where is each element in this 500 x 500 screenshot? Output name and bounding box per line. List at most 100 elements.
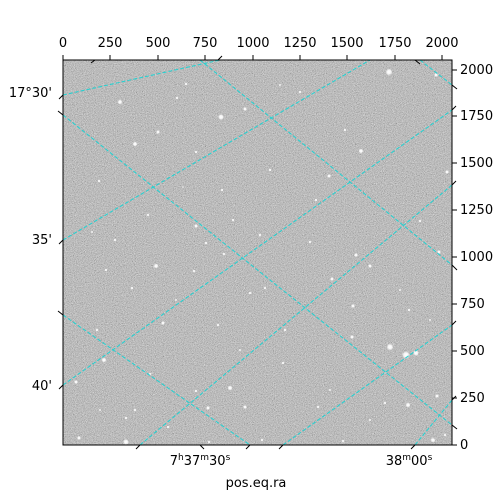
star	[327, 174, 331, 178]
grid-line	[63, 109, 452, 386]
left-dec-axis: 17°30' 35' 40'	[9, 86, 52, 394]
star	[243, 405, 247, 409]
top-tick-label: 1250	[283, 36, 316, 51]
star	[330, 277, 334, 281]
grid-line	[414, 399, 452, 445]
tick-mark	[451, 180, 457, 186]
right-tick-label: 1000	[460, 250, 493, 265]
star	[207, 440, 211, 444]
star	[227, 385, 233, 391]
star	[231, 218, 235, 222]
star	[166, 425, 170, 429]
plot-frame	[62, 59, 453, 446]
star	[316, 405, 320, 409]
star	[368, 418, 372, 422]
right-tick-label: 750	[460, 297, 485, 312]
tick-mark	[451, 395, 457, 401]
dec-tick-label: 40'	[32, 379, 52, 394]
tick-marks	[57, 55, 458, 450]
star	[343, 128, 347, 132]
tick-mark	[135, 444, 141, 450]
star	[222, 252, 226, 256]
tick-mark	[414, 59, 421, 65]
star	[260, 438, 264, 442]
star	[418, 219, 422, 223]
star	[117, 99, 123, 105]
star	[123, 439, 129, 445]
star	[350, 335, 354, 339]
tick-mark	[199, 444, 205, 450]
right-tick-label: 500	[460, 344, 485, 359]
star	[407, 308, 411, 312]
star	[281, 361, 285, 365]
star	[97, 179, 101, 183]
grid-line	[282, 324, 452, 445]
tick-mark	[57, 110, 64, 116]
star	[354, 253, 358, 257]
grid-line	[139, 184, 452, 445]
grid-line	[63, 60, 221, 96]
star	[130, 286, 134, 290]
tick-mark	[451, 320, 457, 326]
grid-line	[63, 114, 452, 426]
dec-tick-label: 17°30'	[9, 86, 52, 101]
star	[383, 401, 387, 405]
star	[314, 198, 318, 202]
star	[132, 141, 138, 147]
ra-tick-label: 7h37m30s	[170, 453, 231, 469]
right-tick-label: 2000	[460, 63, 493, 78]
star	[328, 388, 332, 392]
star	[218, 114, 224, 120]
star	[243, 107, 247, 111]
top-tick-label: 250	[98, 36, 123, 51]
x-axis-title: pos.eq.ra	[226, 476, 287, 491]
star	[386, 343, 394, 351]
top-tick-label: 750	[193, 36, 218, 51]
coordinate-grid	[63, 60, 452, 445]
star	[194, 389, 198, 393]
star	[263, 286, 267, 290]
star	[268, 168, 272, 172]
star	[182, 186, 184, 188]
star	[95, 328, 99, 332]
grid-line	[419, 60, 452, 86]
tick-mark	[451, 424, 458, 430]
tick-mark	[217, 55, 223, 61]
star	[156, 130, 160, 134]
tick-mark	[451, 105, 457, 111]
star	[413, 350, 419, 356]
star	[153, 263, 159, 269]
star	[434, 73, 438, 77]
star	[430, 437, 436, 443]
right-pixel-axis: 0 250 500 750 1000 1250 1500 1750 2000	[460, 63, 493, 453]
star	[428, 318, 432, 322]
tick-mark	[451, 84, 458, 90]
right-tick-label: 1500	[460, 156, 493, 171]
stars-layer	[74, 68, 449, 445]
star	[402, 351, 410, 359]
right-tick-label: 1750	[460, 109, 493, 124]
star	[258, 233, 262, 237]
star	[445, 170, 449, 174]
star	[192, 269, 196, 273]
star	[435, 394, 439, 398]
tick-mark	[451, 264, 458, 271]
star	[358, 148, 364, 154]
star	[385, 68, 393, 76]
tick-mark	[245, 444, 251, 450]
star	[104, 268, 108, 272]
top-tick-label: 1500	[330, 36, 363, 51]
grid-line	[199, 60, 452, 266]
top-tick-label: 2000	[425, 36, 458, 51]
tick-mark	[278, 444, 284, 450]
star	[283, 328, 287, 332]
star	[101, 357, 107, 363]
top-tick-label: 1750	[378, 36, 411, 51]
star	[194, 150, 198, 154]
tick-mark	[410, 444, 416, 450]
tick-mark	[58, 384, 64, 390]
star	[98, 408, 102, 412]
star	[133, 408, 137, 412]
top-tick-label: 1000	[236, 36, 269, 51]
